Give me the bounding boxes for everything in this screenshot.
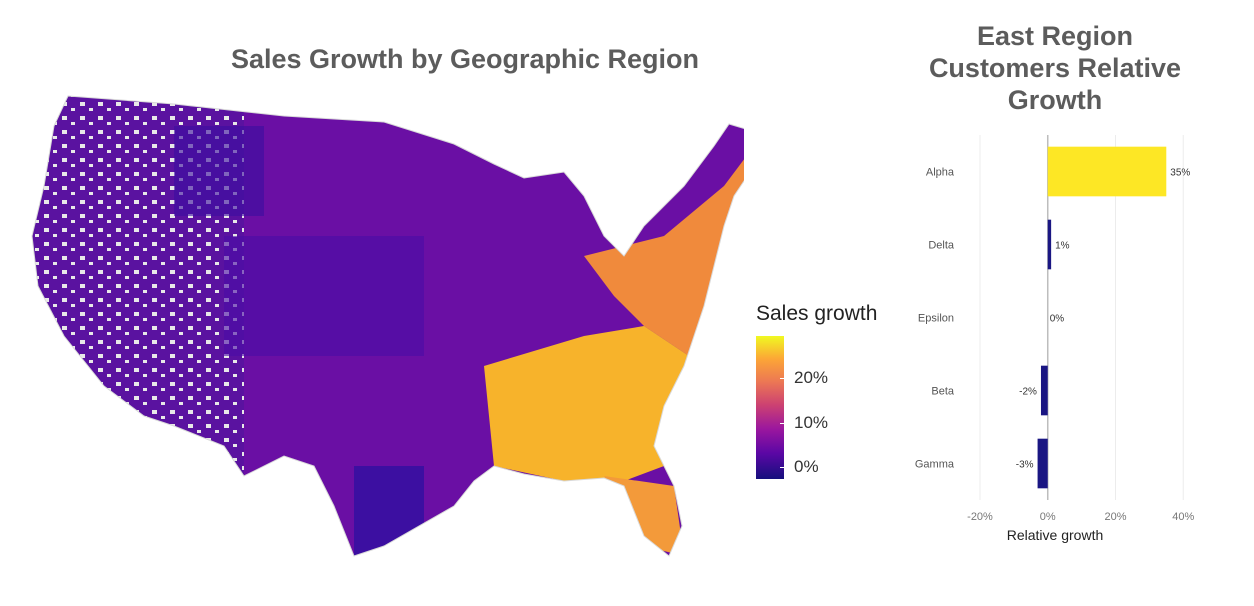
category-label: Gamma — [915, 459, 955, 471]
map-region-mountain — [174, 126, 264, 216]
category-label: Alpha — [926, 167, 955, 179]
legend-label-20: 20% — [794, 368, 829, 387]
value-label: 0% — [1050, 314, 1065, 325]
color-legend: Sales growth 20% 10% 0% — [756, 298, 896, 488]
bar-delta — [1047, 219, 1052, 270]
map-regions — [32, 96, 754, 556]
map-region-florida — [604, 476, 684, 556]
legend-label-10: 10% — [794, 413, 829, 432]
legend-label-0: 0% — [794, 457, 819, 476]
category-label: Beta — [931, 386, 955, 398]
map-svg — [31, 95, 755, 557]
legend-title: Sales growth — [756, 302, 878, 325]
bar-title-line-3: Growth — [1007, 85, 1103, 115]
bar-chart-svg: -20% 0% 20% 40% Alpha 35% Delta 1% Epsilon 0% Beta… — [915, 135, 1194, 543]
map-outline — [31, 95, 755, 557]
legend-tick-10 — [780, 423, 786, 424]
category-label: Delta — [928, 240, 955, 252]
bar-title-line-2: Customers Relative — [928, 53, 1182, 83]
choropleth-map — [24, 86, 755, 566]
bar-beta — [1040, 365, 1048, 416]
value-label: -2% — [1019, 387, 1037, 398]
legend-tick-0 — [780, 467, 786, 468]
x-tick-label: -20% — [967, 511, 993, 523]
map-title: Sales Growth by Geographic Region — [230, 44, 700, 74]
map-region-texas-south — [354, 466, 424, 556]
x-axis-label: Relative growth — [1007, 527, 1104, 543]
value-label: 1% — [1055, 241, 1070, 252]
x-tick-label: 0% — [1040, 511, 1056, 523]
legend-colorbar — [756, 336, 784, 479]
x-tick-label: 40% — [1172, 511, 1194, 523]
x-tick-label: 20% — [1104, 511, 1126, 523]
category-label: Epsilon — [918, 313, 954, 325]
bar-alpha — [1047, 146, 1167, 197]
bar-gamma — [1037, 438, 1048, 489]
bar-chart-title: East Region Customers Relative Growth — [880, 20, 1230, 116]
value-label: 35% — [1170, 168, 1190, 179]
value-label: -3% — [1016, 460, 1034, 471]
map-region-plains — [224, 236, 424, 356]
bar-chart: -20% 0% 20% 40% Alpha 35% Delta 1% Epsilon 0% Beta… — [900, 125, 1254, 555]
bar-title-line-1: East Region — [976, 21, 1134, 51]
legend-tick-20 — [780, 378, 786, 379]
map-region-southeast — [484, 326, 704, 481]
